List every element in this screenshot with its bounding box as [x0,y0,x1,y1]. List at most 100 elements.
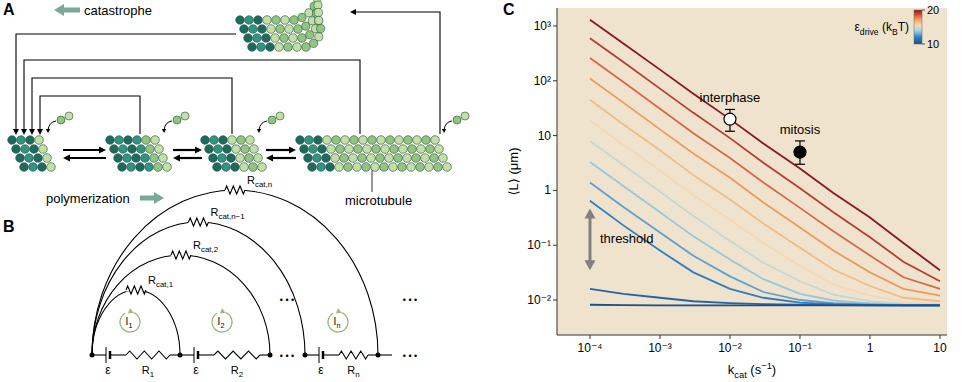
tubulin [271,34,280,43]
tubulin [26,136,35,145]
tubulin [263,16,272,25]
tubulin [146,145,155,154]
transition-arrow [24,60,360,134]
text-part: (s [747,362,762,377]
tubulin [430,154,439,163]
error-cap [725,109,735,110]
tubulin [249,163,258,172]
binding-arrow [259,121,267,130]
tubulin [308,163,317,172]
label: polymerization [46,191,130,206]
backward-arrow [178,157,202,159]
colorbar-tick [922,10,925,11]
tubulin [254,154,263,163]
label: In [334,316,341,330]
tubulin [305,136,314,145]
tubulin [115,136,124,145]
panel-b: Rcat,1Rcat,2Rcat,n−1Rcat,nεR1εR2εRn• • •… [90,174,418,379]
arrowhead [195,147,202,154]
tubulin [210,136,219,145]
tubulin [359,136,368,145]
branch-wire [92,290,180,355]
peeling-tubulin [314,8,322,16]
x-tick-label: 1 [867,341,874,355]
tubulin [300,145,309,154]
y-tick [553,245,557,246]
tubulin [439,154,448,163]
text-part: cat,1 [156,280,174,289]
arrowhead [442,129,446,133]
emf-label: ε [318,363,324,377]
wire [323,354,339,355]
node [268,353,273,358]
tubulin [407,163,416,172]
tubulin [223,145,232,154]
dimer [65,112,73,120]
tubulin [118,163,127,172]
label: Rn [347,364,359,379]
tubulin [412,154,421,163]
tubulin [106,136,115,145]
tubulin [389,163,398,172]
tubulin [222,163,231,172]
tubulin [228,136,237,145]
text-part: R [148,274,156,286]
tubulin [341,136,350,145]
text-part: R [247,174,255,186]
text-part: cat [734,370,747,380]
text-part: cat,n [255,180,272,189]
text-part: 2 [220,321,224,330]
tubulin [431,136,440,145]
tubulin [245,16,254,25]
tubulin [394,154,403,163]
x-axis [557,335,947,336]
error-bar [725,109,735,131]
label: R2 [231,364,243,379]
tubulin [133,136,142,145]
tubulin [114,154,123,163]
ellipsis: • • • [280,351,294,361]
tubulin [253,34,262,43]
y-tick-label: 10⁻¹ [527,238,551,252]
tubulin [443,163,452,172]
label: Rcat,1 [148,274,174,289]
tubulin [275,43,284,52]
peeling-tubulin [315,17,323,25]
curve [590,289,940,306]
tubulin [435,145,444,154]
tubulin [236,16,245,25]
tubulin [386,136,395,145]
tubulin [258,25,267,34]
y-tick [553,135,557,136]
tubulin [254,16,263,25]
arrowhead [336,308,342,313]
arrowhead [257,129,261,133]
resistor [126,286,146,294]
tubulin [376,154,385,163]
backward-arrow [271,157,296,159]
tubulin [426,145,435,154]
x-tick [869,335,870,339]
forward-arrow [173,149,197,151]
tubulin [399,145,408,154]
tubulin [232,145,241,154]
tubulin [317,163,326,172]
tubulin [209,154,218,163]
text-part: R [193,239,201,251]
branch-wire [92,255,270,355]
tubulin [12,145,21,154]
transition-arrow [356,12,440,134]
tubulin [434,163,443,172]
tubulin [296,136,305,145]
forward-arrow [63,149,101,151]
arrowhead [584,260,595,270]
arrowhead [21,129,27,135]
label: R1 [142,364,155,379]
tubulin [290,16,299,25]
tubulin [350,136,359,145]
x-tick-label: 10 [933,341,947,355]
arrowhead [350,9,356,15]
current-loop [328,313,348,332]
tubulin [25,154,34,163]
battery [319,347,320,363]
